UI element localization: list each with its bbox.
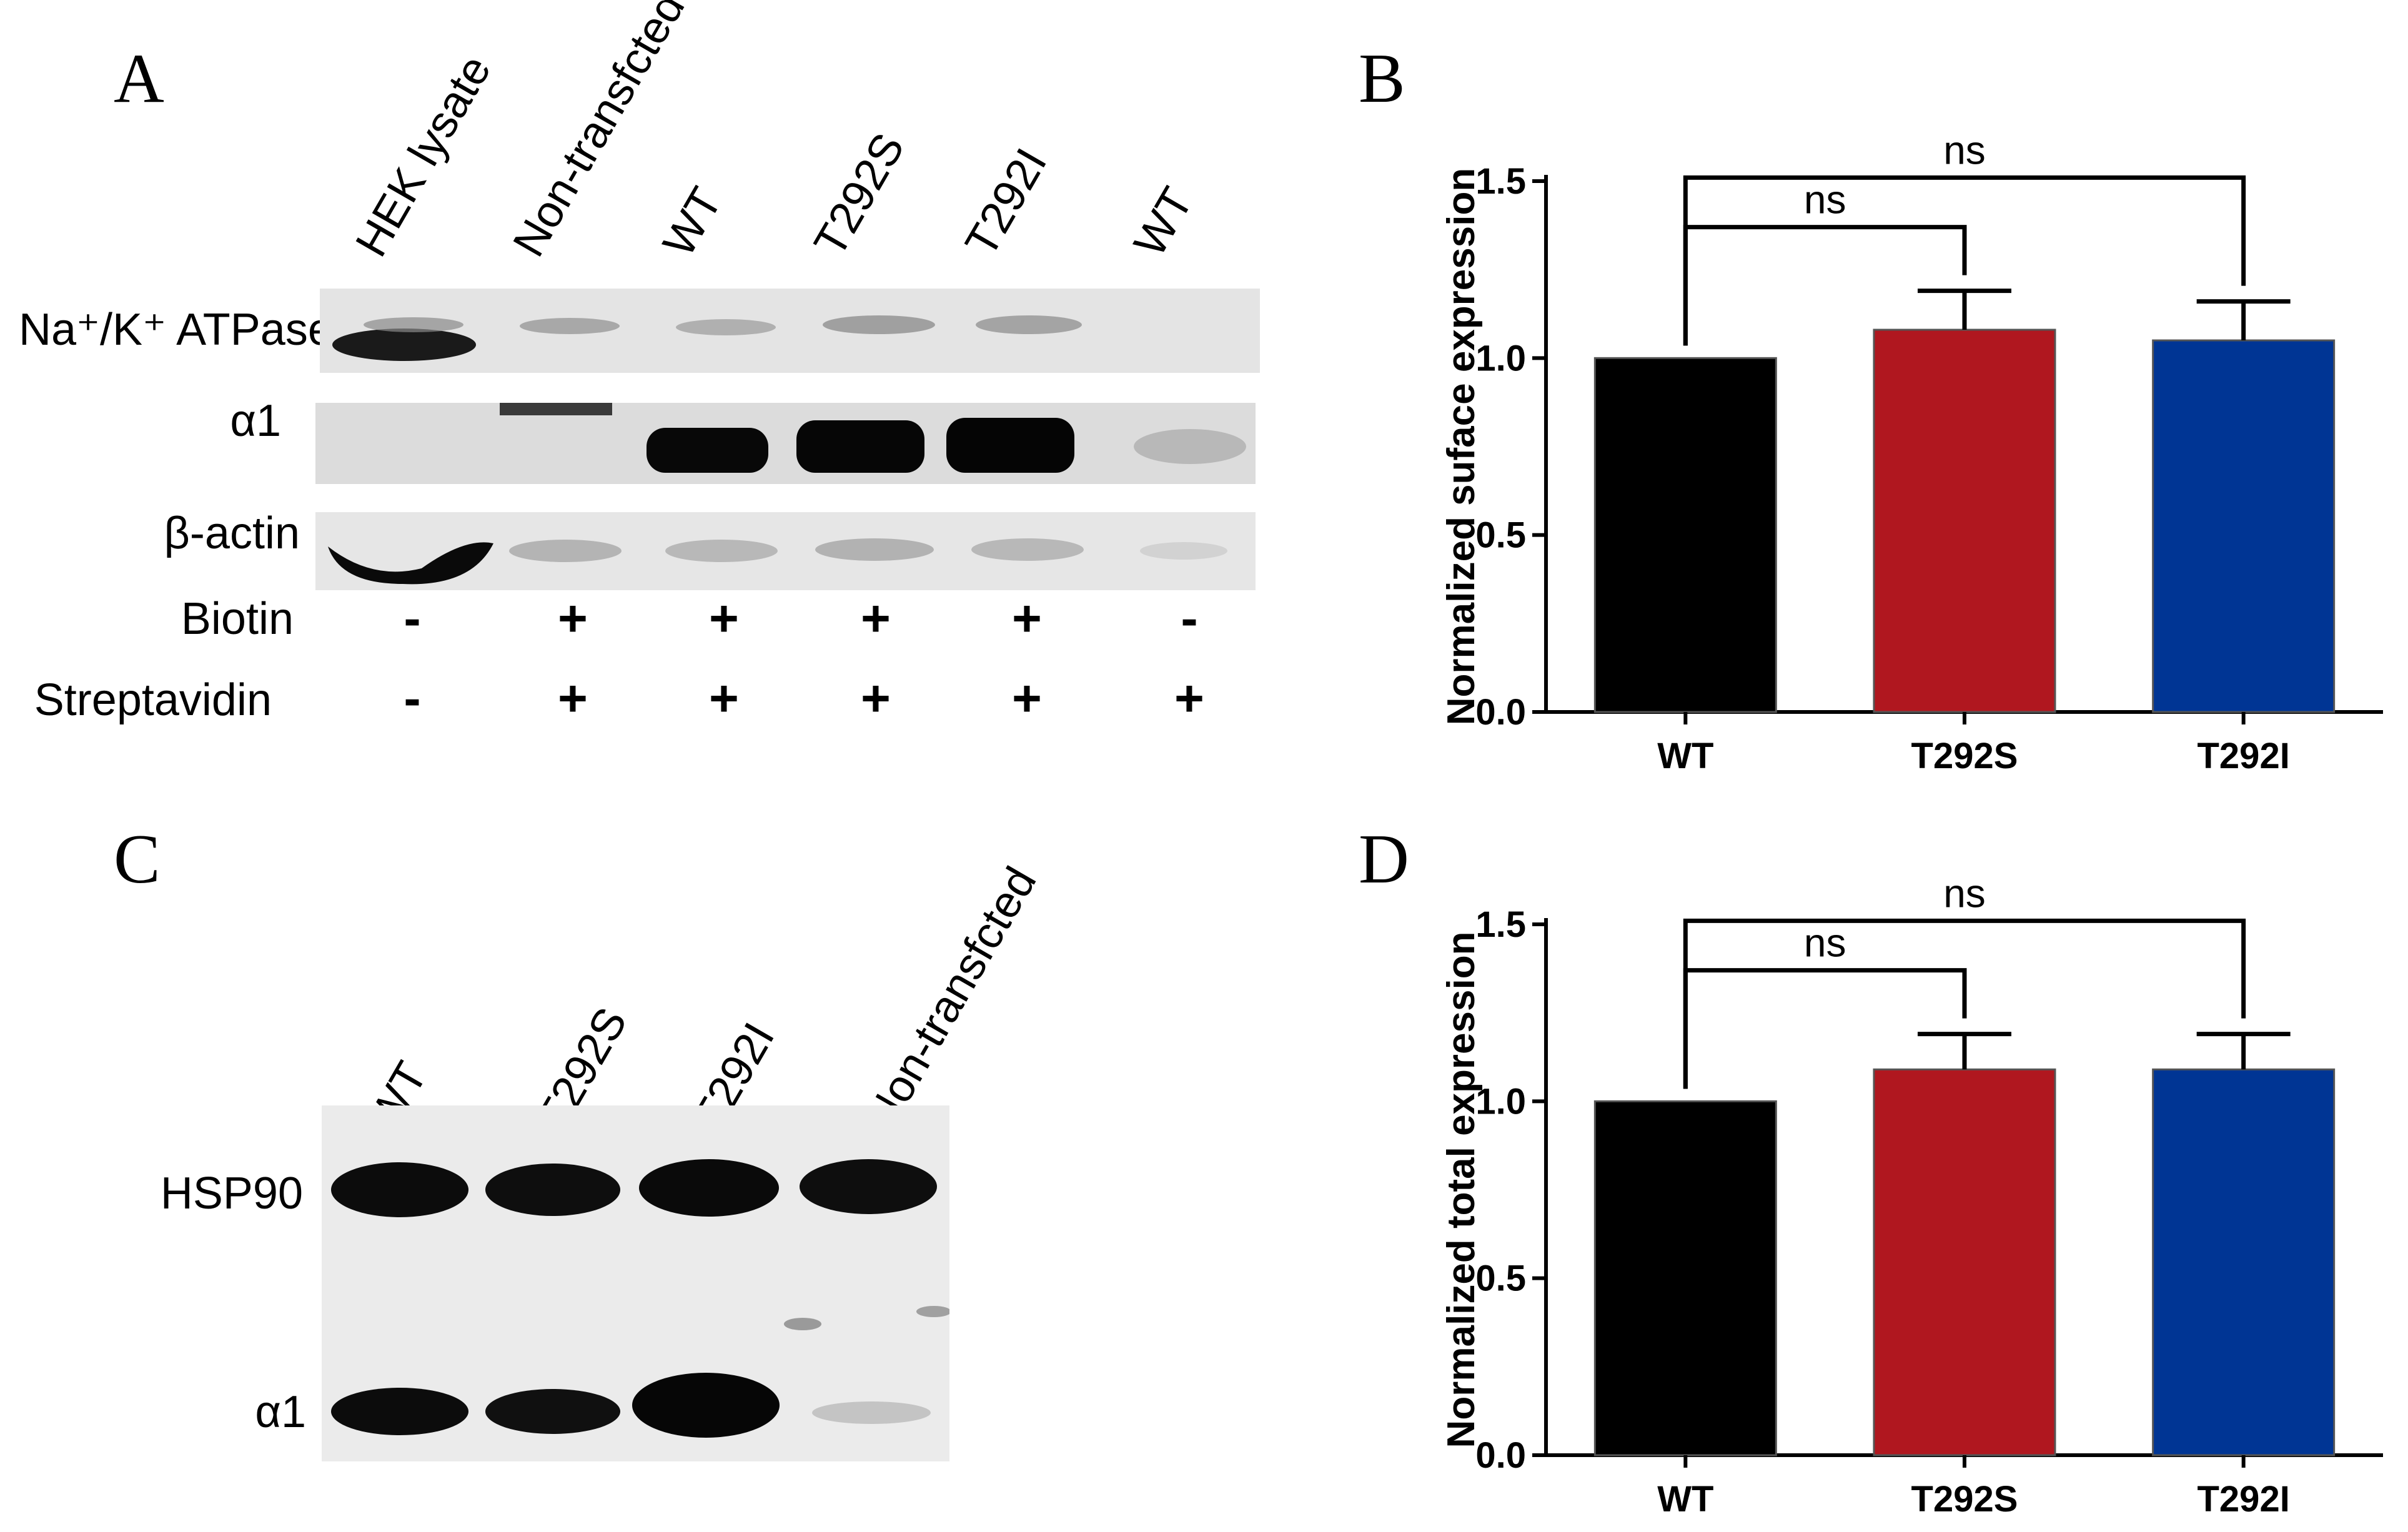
y-tick-label: 0.5: [1475, 1258, 1526, 1299]
panel-b-letter: B: [1359, 40, 1405, 117]
significance-label: ns: [1943, 127, 1986, 172]
x-tick-label: T292I: [2197, 1479, 2290, 1520]
sign: +: [1012, 670, 1042, 727]
blot-alpha1: [315, 403, 1256, 484]
y-tick-label: 1.0: [1475, 338, 1526, 378]
sign: +: [861, 590, 891, 647]
bar: [1593, 1100, 1777, 1456]
significance-label: ns: [1804, 177, 1846, 222]
y-tick-label: 0.5: [1475, 515, 1526, 556]
significance-label: ns: [1804, 921, 1846, 966]
blot-na-k-atpase: [320, 289, 1260, 373]
row-label-beta-actin: β-actin: [164, 508, 300, 558]
x-tick-label: T292I: [2197, 736, 2290, 776]
x-tick-label: T292S: [1911, 1479, 2018, 1520]
lane-label: WT: [653, 179, 732, 265]
row-label-alpha1-total: α1: [255, 1387, 306, 1437]
treatment-label-streptavidin: Streptavidin: [34, 675, 272, 725]
sign: +: [709, 590, 739, 647]
sign: -: [404, 590, 421, 647]
bar: [2152, 339, 2336, 713]
y-tick-label: 0.0: [1475, 692, 1526, 733]
sign: -: [404, 670, 421, 727]
sign: +: [861, 670, 891, 727]
y-tick-label: 1.0: [1475, 1081, 1526, 1122]
significance-label: ns: [1943, 871, 1986, 916]
significance-bracket: [1683, 918, 2246, 1089]
lane-label: WT: [1124, 179, 1203, 265]
x-tick-label: T292S: [1911, 736, 2018, 776]
panel-a-letter: A: [114, 40, 164, 117]
panel-c-letter: C: [114, 821, 161, 898]
sign: +: [558, 590, 588, 647]
x-tick-label: WT: [1657, 736, 1713, 776]
y-tick-label: 1.5: [1475, 161, 1526, 202]
significance-bracket: [1683, 225, 1967, 346]
bar: [1873, 329, 2056, 713]
blot-panel-c: [322, 1105, 949, 1461]
y-axis-label: Normalized suface expression: [1440, 168, 1483, 725]
y-axis-label: Normalized total expression: [1440, 932, 1483, 1448]
significance-bracket: [1683, 175, 2246, 346]
row-label-alpha1: α1: [230, 396, 281, 446]
row-label-na-k-atpase: Na⁺/K⁺ ATPase: [19, 305, 333, 355]
panel-d-letter: D: [1359, 821, 1409, 898]
sign: +: [709, 670, 739, 727]
sign: -: [1181, 590, 1198, 647]
treatment-label-biotin: Biotin: [181, 594, 294, 644]
x-tick-label: WT: [1657, 1479, 1713, 1520]
y-tick-label: 1.5: [1475, 904, 1526, 945]
sign: +: [1174, 670, 1204, 727]
bar: [2152, 1068, 2336, 1456]
lane-label: T292I: [956, 140, 1057, 265]
bar: [1593, 357, 1777, 713]
lane-label: T292S: [805, 125, 914, 265]
row-label-hsp90: HSP90: [160, 1169, 303, 1218]
sign: +: [558, 670, 588, 727]
bar: [1873, 1068, 2056, 1456]
lane-label: HEK lysate: [346, 47, 501, 265]
y-tick-label: 0.0: [1475, 1435, 1526, 1476]
blot-beta-actin: [315, 512, 1256, 590]
lane-label: Non-transfcted: [855, 859, 1046, 1139]
sign: +: [1012, 590, 1042, 647]
